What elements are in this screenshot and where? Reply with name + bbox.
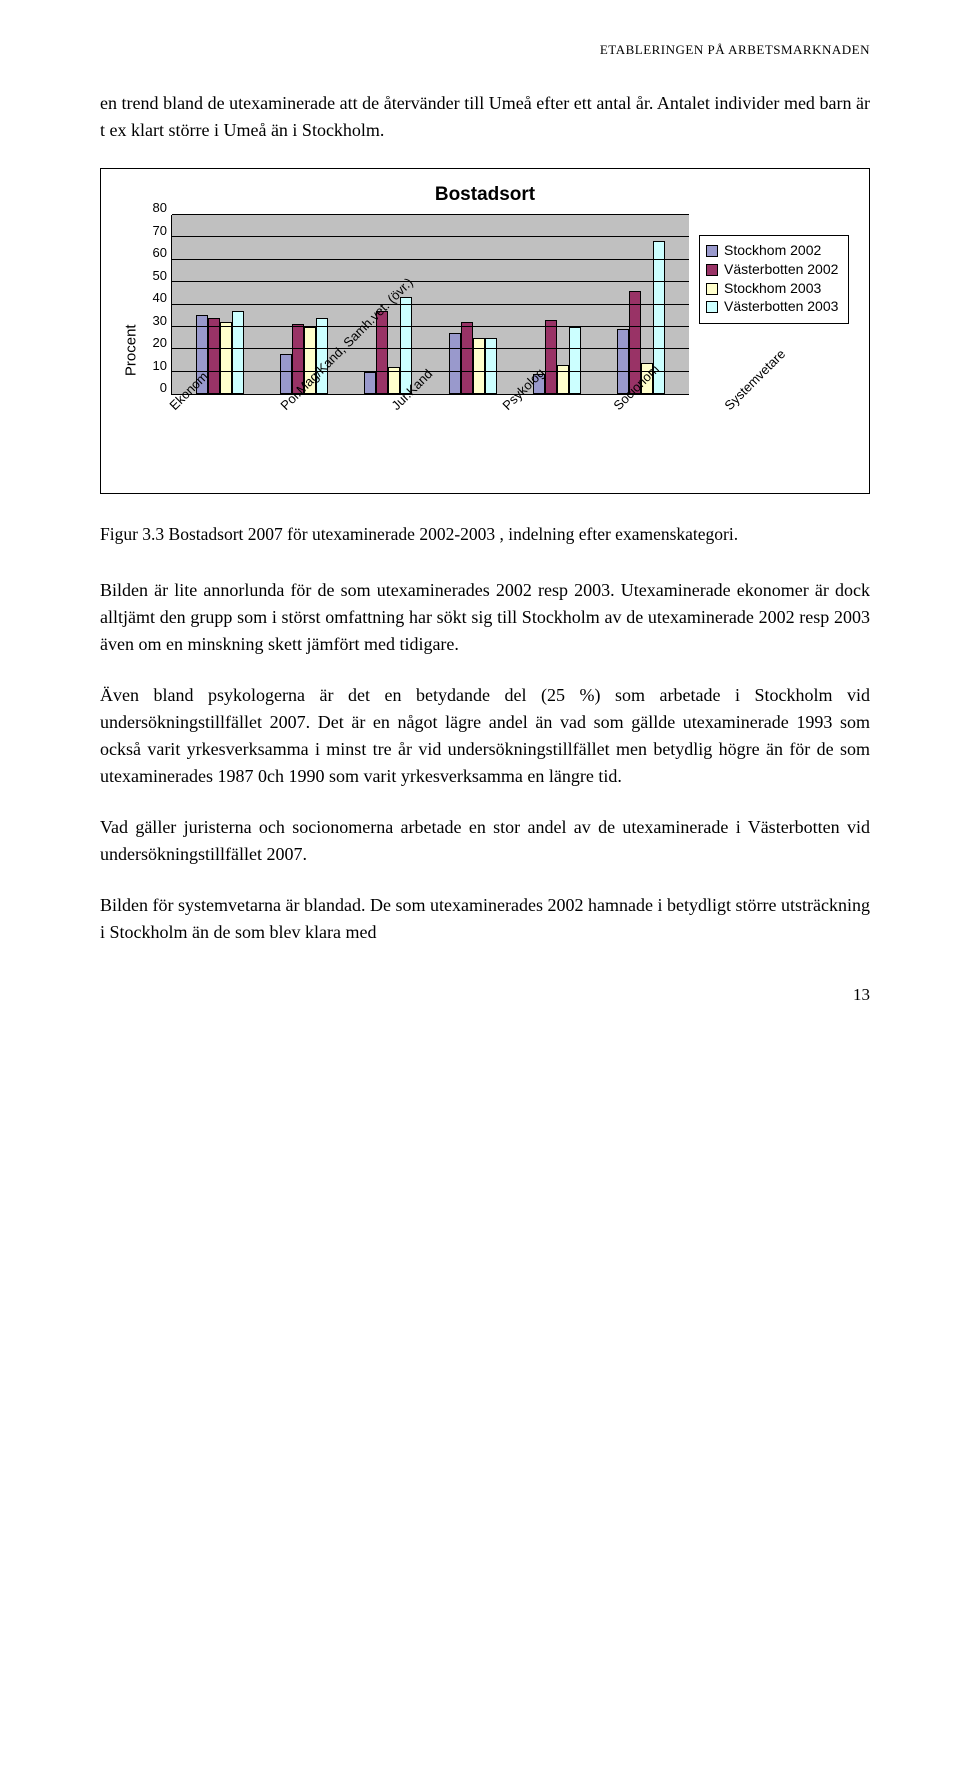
x-tick: Psykolog (510, 395, 621, 485)
x-tick: Pol.Mag/Kand, Samh.vet. (övr.) (288, 395, 399, 485)
intro-paragraph: en trend bland de utexaminerade att de å… (100, 90, 870, 144)
page-number: 13 (100, 982, 870, 1008)
x-tick: Systemvetare (732, 395, 843, 485)
bar (364, 372, 376, 395)
body-paragraph-4: Bilden för systemvetarna är blandad. De … (100, 892, 870, 946)
figure-caption: Figur 3.3 Bostadsort 2007 för utexaminer… (100, 522, 870, 547)
legend-item: Västerbotten 2003 (706, 298, 842, 315)
bar (220, 322, 232, 394)
chart-title: Bostadsort (121, 181, 849, 210)
bar (461, 322, 473, 394)
x-ticks: EkonomPol.Mag/Kand, Samh.vet. (övr.)Jur.… (171, 395, 849, 485)
y-axis-label: Procent (121, 215, 143, 485)
chart-container: Bostadsort Procent 01020304050607080 Sto… (100, 168, 870, 495)
page-header: ETABLERINGEN PÅ ARBETSMARKNADEN (100, 40, 870, 60)
legend-item: Stockhom 2002 (706, 242, 842, 259)
bar (485, 338, 497, 394)
bar-group (449, 322, 497, 394)
body-paragraph-2: Även bland psykologerna är det en betyda… (100, 682, 870, 790)
x-tick: Socionom (621, 395, 732, 485)
bar (545, 320, 557, 394)
x-tick: Ekonom (177, 395, 288, 485)
x-tick: Jur.Kand (399, 395, 510, 485)
chart-plot (171, 215, 689, 395)
bar (449, 333, 461, 394)
bar (569, 327, 581, 395)
chart-legend: Stockhom 2002 Västerbotten 2002 Stockhom 2… (699, 235, 849, 324)
bar (473, 338, 485, 394)
bar (557, 365, 569, 394)
body-paragraph-3: Vad gäller juristerna och socionomerna a… (100, 814, 870, 868)
bar (232, 311, 244, 394)
body-paragraph-1: Bilden är lite annorlunda för de som ute… (100, 577, 870, 658)
legend-item: Stockhom 2003 (706, 280, 842, 297)
legend-item: Västerbotten 2002 (706, 261, 842, 278)
y-ticks: 01020304050607080 (143, 215, 171, 395)
